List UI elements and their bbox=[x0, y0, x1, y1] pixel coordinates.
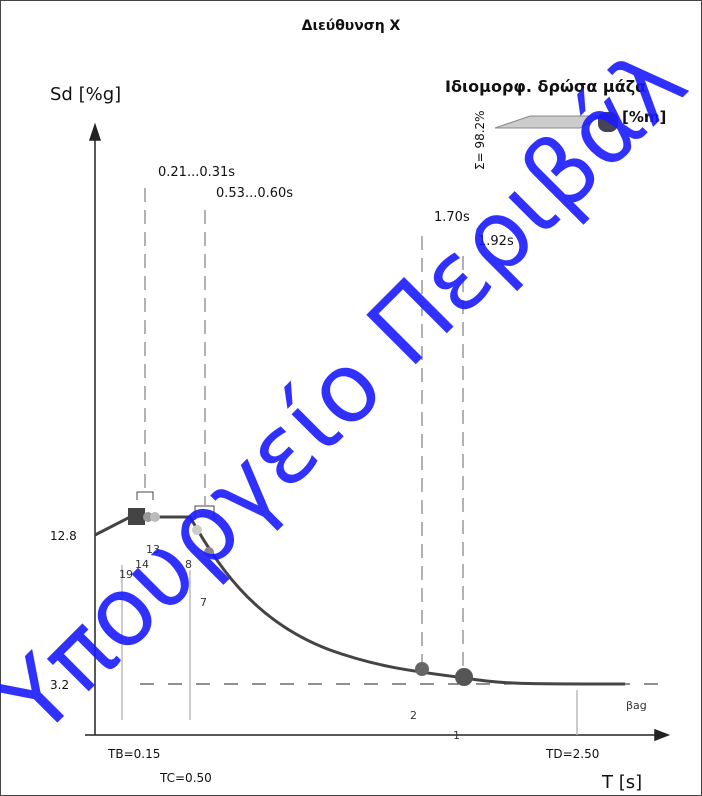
x-mark: TB=0.15 bbox=[107, 747, 160, 761]
x-mark: TD=2.50 bbox=[545, 747, 599, 761]
y-mark: 12.8 bbox=[50, 529, 77, 543]
mode-number: 2 bbox=[410, 709, 417, 722]
title: Διεύθυνση X bbox=[302, 18, 401, 34]
y-label: Sd [%g] bbox=[50, 84, 121, 105]
x-mark: TC=0.50 bbox=[159, 771, 212, 785]
mass-sum: Σ= 98.2% bbox=[473, 110, 487, 170]
period-label: 0.21...0.31s bbox=[158, 165, 235, 180]
spectrum-view: Διεύθυνση X Sd [%g] T [s] Ιδιομορφ. δρώσ… bbox=[0, 0, 702, 796]
y-mark: βag bbox=[626, 699, 647, 712]
mode-number: 1 bbox=[453, 729, 460, 742]
period-label: 0.53...0.60s bbox=[216, 186, 293, 201]
x-label: T [s] bbox=[601, 772, 642, 793]
